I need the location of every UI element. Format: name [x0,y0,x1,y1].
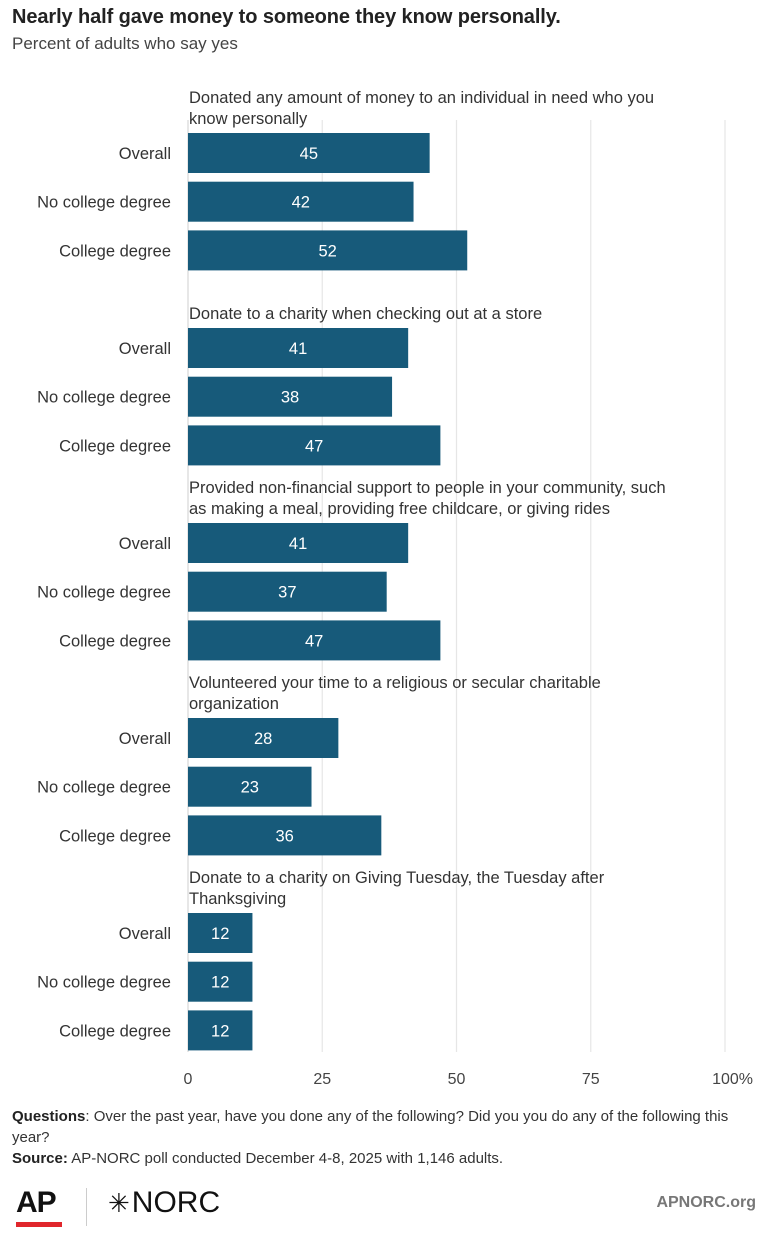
data-label: 38 [281,389,299,407]
questions-note: Questions: Over the past year, have you … [12,1106,752,1148]
category-label: College degree [59,242,171,260]
norc-star-icon: ✳ [108,1188,130,1218]
group-label: Volunteered your time to a religious or … [189,674,601,692]
source-text: AP-NORC poll conducted December 4-8, 202… [67,1150,504,1167]
questions-label: Questions [12,1108,86,1125]
ap-logo: AP [16,1186,57,1219]
bar [188,571,387,612]
group-label: as making a meal, providing free childca… [189,500,610,518]
category-label: Overall [119,340,171,358]
data-label: 12 [211,1022,229,1040]
category-label: No college degree [37,584,171,602]
group-label: Donate to a charity on Giving Tuesday, t… [189,869,605,887]
bar [188,425,441,466]
bar [188,718,339,758]
tick-label: 50 [448,1071,466,1088]
bar [188,523,409,563]
tick-label: 0 [184,1071,193,1088]
data-label: 42 [292,194,310,212]
category-label: No college degree [37,974,171,992]
category-label: College degree [59,437,171,455]
data-label: 12 [211,974,229,992]
category-label: Overall [119,535,171,553]
questions-text: : Over the past year, have you done any … [12,1108,729,1146]
group-label: Donate to a charity when checking out at… [189,305,542,323]
data-label: 41 [289,340,307,358]
bar [188,1010,253,1051]
tick-label: 100% [712,1071,753,1088]
bar [188,181,414,222]
bar [188,376,393,417]
norc-wordmark: NORC [131,1186,221,1219]
bar [188,913,253,953]
group-label: Donated any amount of money to an indivi… [189,89,654,107]
group-label: organization [189,695,279,713]
chart-footer: Questions: Over the past year, have you … [12,1106,752,1169]
source-label: Source: [12,1150,68,1167]
bar [188,620,441,661]
data-label: 45 [300,145,318,163]
ap-logo-underline [16,1222,62,1227]
data-label: 36 [275,827,293,845]
category-label: Overall [119,145,171,163]
bar [188,815,382,856]
category-label: College degree [59,632,171,650]
bar [188,230,468,271]
site-link[interactable]: APNORC.org [656,1194,756,1211]
data-label: 47 [305,437,323,455]
group-label: Provided non-financial support to people… [189,479,666,497]
chart-title: Nearly half gave money to someone they k… [12,6,561,28]
category-label: College degree [59,1022,171,1040]
logo-divider [86,1188,87,1226]
bar [188,961,253,1002]
bar [188,328,409,368]
group-label: know personally [189,110,308,128]
bar-chart: Donated any amount of money to an indivi… [37,89,753,1088]
data-label: 23 [241,779,259,797]
category-label: College degree [59,827,171,845]
data-label: 41 [289,535,307,553]
tick-label: 25 [313,1071,331,1088]
category-label: No college degree [37,779,171,797]
norc-logo: ✳NORC [108,1186,220,1220]
chart-subtitle: Percent of adults who say yes [12,34,238,53]
category-label: No college degree [37,389,171,407]
data-label: 12 [211,925,229,943]
category-label: Overall [119,925,171,943]
category-label: Overall [119,730,171,748]
category-label: No college degree [37,194,171,212]
tick-label: 75 [582,1071,600,1088]
data-label: 47 [305,632,323,650]
data-label: 52 [318,242,336,260]
data-label: 37 [278,584,296,602]
data-label: 28 [254,730,272,748]
source-note: Source: AP-NORC poll conducted December … [12,1148,752,1169]
group-label: Thanksgiving [189,890,286,908]
logo-bar: AP ✳NORC APNORC.org [16,1184,756,1228]
bar [188,133,430,173]
bar [188,766,312,807]
